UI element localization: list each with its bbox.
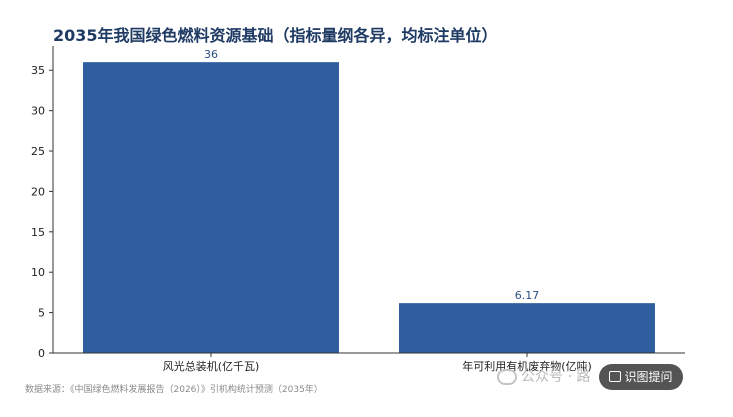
bar <box>83 62 339 353</box>
x-tick-label: 年可利用有机废弃物(亿吨) <box>462 359 592 373</box>
y-tick-label: 0 <box>38 347 45 360</box>
y-tick-label: 35 <box>31 64 45 77</box>
ocr-ask-button[interactable]: 识图提问 <box>599 364 683 390</box>
y-tick-label: 30 <box>31 105 45 118</box>
wechat-icon <box>497 369 517 385</box>
x-axis: 风光总装机(亿千瓦) 年可利用有机废弃物(亿吨) <box>53 352 685 373</box>
data-label: 6.17 <box>515 289 540 302</box>
ocr-ask-label: 识图提问 <box>624 370 673 384</box>
y-tick-label: 5 <box>38 307 45 320</box>
data-label: 36 <box>204 48 218 61</box>
y-tick-label: 20 <box>31 185 45 198</box>
x-tick-label: 风光总装机(亿千瓦) <box>163 359 260 373</box>
chart-title: 2035年我国绿色燃料资源基础（指标量纲各异，均标注单位） <box>53 26 498 45</box>
y-axis: 0 5 10 15 20 25 30 35 <box>31 46 54 360</box>
watermark-text: 公众号 · 路 <box>521 369 591 385</box>
watermark: 公众号 · 路 <box>497 366 590 386</box>
y-tick-label: 15 <box>31 226 45 239</box>
bar-group: 366.17 <box>83 48 655 353</box>
image-scan-icon <box>609 371 622 382</box>
y-tick-label: 25 <box>31 145 45 158</box>
y-tick-label: 10 <box>31 266 45 279</box>
bar <box>399 303 655 353</box>
source-note: 数据来源：《中国绿色燃料发展报告（2026）》引机构统计预测（2035年） <box>25 385 323 395</box>
